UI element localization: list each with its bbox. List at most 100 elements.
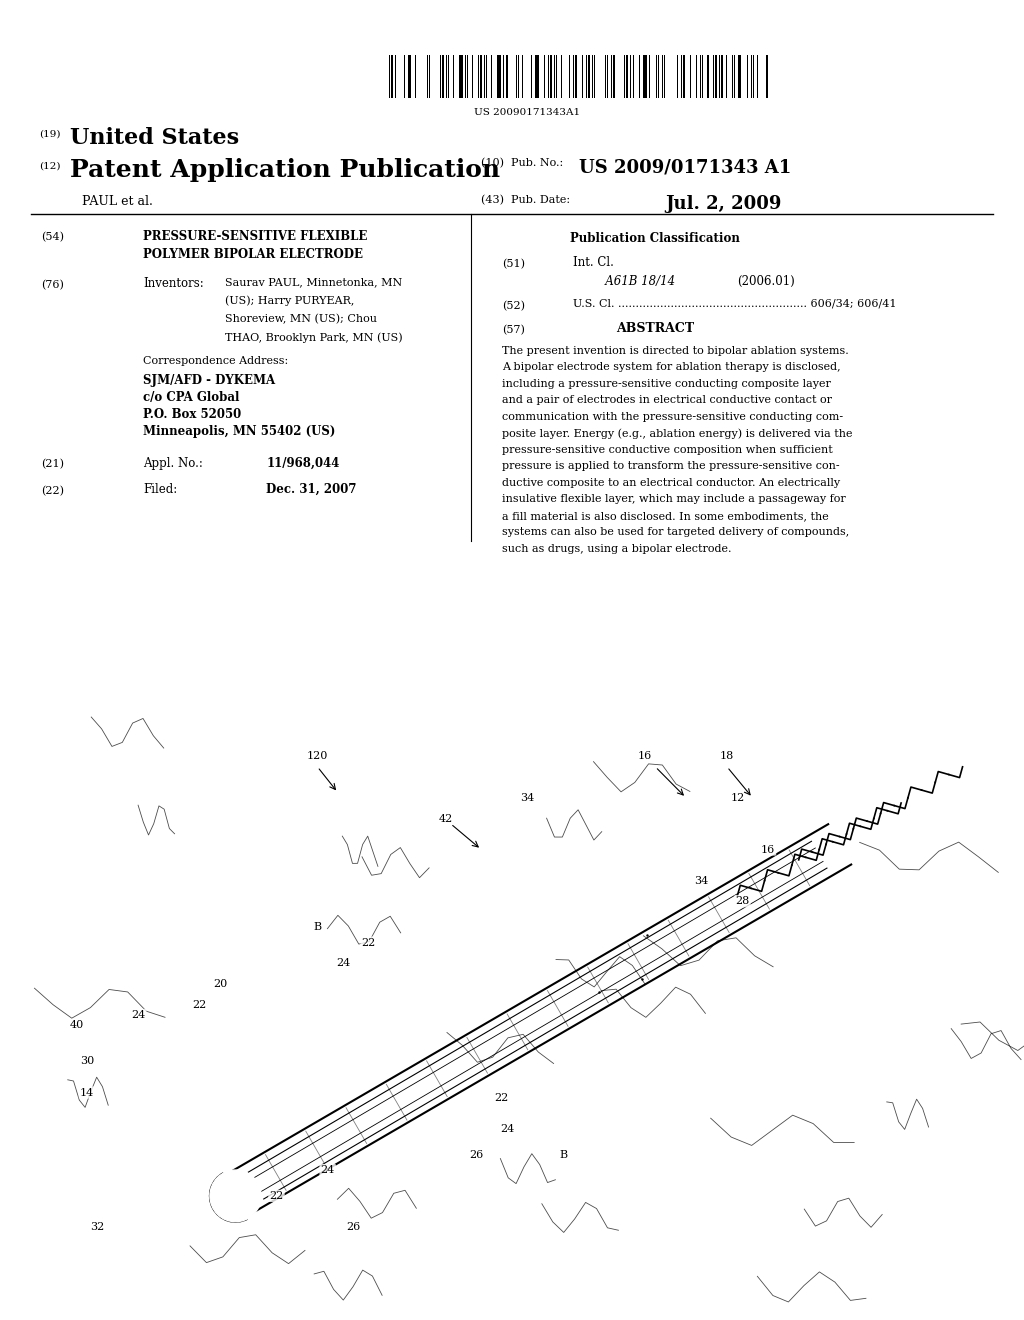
Text: Publication Classification: Publication Classification: [570, 232, 740, 246]
Bar: [440, 55, 441, 98]
Text: 34: 34: [520, 793, 535, 803]
Bar: [497, 55, 499, 98]
Text: 24: 24: [336, 958, 350, 969]
Text: such as drugs, using a bipolar electrode.: such as drugs, using a bipolar electrode…: [502, 544, 731, 554]
Text: U.S. Cl. ...................................................... 606/34; 606/41: U.S. Cl. ...............................…: [573, 298, 897, 309]
Text: P.O. Box 52050: P.O. Box 52050: [143, 408, 242, 421]
Text: 26: 26: [346, 1222, 360, 1232]
Text: (10)  Pub. No.:: (10) Pub. No.:: [481, 158, 563, 169]
Bar: [715, 55, 717, 98]
Text: Appl. No.:: Appl. No.:: [143, 457, 203, 470]
Bar: [595, 55, 596, 98]
Bar: [734, 55, 735, 98]
Bar: [403, 55, 406, 98]
Text: (12): (12): [39, 161, 60, 170]
Text: 16: 16: [761, 845, 775, 854]
Text: 20: 20: [213, 979, 227, 989]
Bar: [550, 55, 552, 98]
Text: 26: 26: [469, 1150, 483, 1159]
Bar: [607, 55, 608, 98]
Bar: [732, 55, 733, 98]
Text: 30: 30: [80, 1056, 94, 1067]
Text: (76): (76): [41, 280, 63, 290]
Bar: [645, 55, 647, 98]
Bar: [449, 55, 450, 98]
Text: 24: 24: [500, 1123, 514, 1134]
Text: 18: 18: [720, 751, 734, 762]
Text: 22: 22: [495, 1093, 509, 1102]
Bar: [453, 55, 454, 98]
Text: Patent Application Publication: Patent Application Publication: [70, 158, 500, 182]
Bar: [713, 55, 714, 98]
Bar: [758, 55, 759, 98]
Text: 11/968,044: 11/968,044: [266, 457, 340, 470]
Text: c/o CPA Global: c/o CPA Global: [143, 391, 240, 404]
Bar: [726, 55, 727, 98]
Text: US 2009/0171343 A1: US 2009/0171343 A1: [579, 158, 791, 177]
Bar: [592, 55, 593, 98]
Text: (43)  Pub. Date:: (43) Pub. Date:: [481, 195, 570, 206]
Text: (19): (19): [39, 129, 60, 139]
Text: 42: 42: [438, 813, 453, 824]
Text: THAO, Brooklyn Park, MN (US): THAO, Brooklyn Park, MN (US): [225, 333, 402, 343]
Text: (21): (21): [41, 459, 63, 470]
Bar: [544, 55, 545, 98]
Text: Dec. 31, 2007: Dec. 31, 2007: [266, 483, 356, 496]
Text: ABSTRACT: ABSTRACT: [616, 322, 694, 335]
Text: The present invention is directed to bipolar ablation systems.: The present invention is directed to bip…: [502, 346, 849, 356]
Bar: [395, 55, 396, 98]
Bar: [490, 55, 492, 98]
Bar: [427, 55, 428, 98]
Bar: [506, 55, 508, 98]
Bar: [663, 55, 664, 98]
Text: SJM/AFD - DYKEMA: SJM/AFD - DYKEMA: [143, 374, 275, 387]
Text: pressure is applied to transform the pressure-sensitive con-: pressure is applied to transform the pre…: [502, 462, 840, 471]
Text: 24: 24: [131, 1010, 145, 1020]
Bar: [415, 55, 416, 98]
Bar: [548, 55, 550, 98]
Text: Jul. 2, 2009: Jul. 2, 2009: [666, 195, 782, 214]
Bar: [738, 55, 740, 98]
Bar: [658, 55, 659, 98]
Text: Inventors:: Inventors:: [143, 277, 204, 290]
Bar: [499, 55, 501, 98]
Text: and a pair of electrodes in electrical conductive contact or: and a pair of electrodes in electrical c…: [502, 396, 831, 405]
Text: PAUL et al.: PAUL et al.: [82, 195, 153, 209]
Text: B: B: [559, 1150, 567, 1159]
Bar: [442, 55, 443, 98]
Bar: [588, 55, 590, 98]
Bar: [746, 55, 748, 98]
Text: United States: United States: [70, 127, 239, 149]
Text: Correspondence Address:: Correspondence Address:: [143, 356, 289, 367]
Text: (2006.01): (2006.01): [737, 275, 795, 288]
Bar: [683, 55, 685, 98]
Text: pressure-sensitive conductive composition when sufficient: pressure-sensitive conductive compositio…: [502, 445, 833, 455]
Text: POLYMER BIPOLAR ELECTRODE: POLYMER BIPOLAR ELECTRODE: [143, 248, 364, 261]
Text: (57): (57): [502, 325, 524, 335]
Text: Minneapolis, MN 55402 (US): Minneapolis, MN 55402 (US): [143, 425, 336, 438]
Bar: [766, 55, 768, 98]
Bar: [560, 55, 561, 98]
Text: 12: 12: [730, 793, 744, 803]
Text: B: B: [313, 923, 322, 932]
Bar: [472, 55, 473, 98]
Text: 24: 24: [321, 1166, 335, 1175]
Text: Shoreview, MN (US); Chou: Shoreview, MN (US); Chou: [225, 314, 377, 325]
Text: posite layer. Energy (e.g., ablation energy) is delivered via the: posite layer. Energy (e.g., ablation ene…: [502, 428, 852, 440]
Bar: [707, 55, 709, 98]
Bar: [575, 55, 577, 98]
Bar: [484, 55, 485, 98]
Text: 22: 22: [193, 999, 207, 1010]
Bar: [538, 55, 539, 98]
Bar: [754, 55, 755, 98]
Text: 120: 120: [307, 751, 328, 762]
Bar: [586, 55, 587, 98]
Text: 22: 22: [361, 937, 376, 948]
Bar: [627, 55, 629, 98]
Bar: [665, 55, 666, 98]
Bar: [631, 55, 632, 98]
Text: (US); Harry PURYEAR,: (US); Harry PURYEAR,: [225, 296, 354, 306]
Text: 40: 40: [70, 1020, 84, 1031]
Text: (51): (51): [502, 259, 524, 269]
Bar: [409, 55, 410, 98]
